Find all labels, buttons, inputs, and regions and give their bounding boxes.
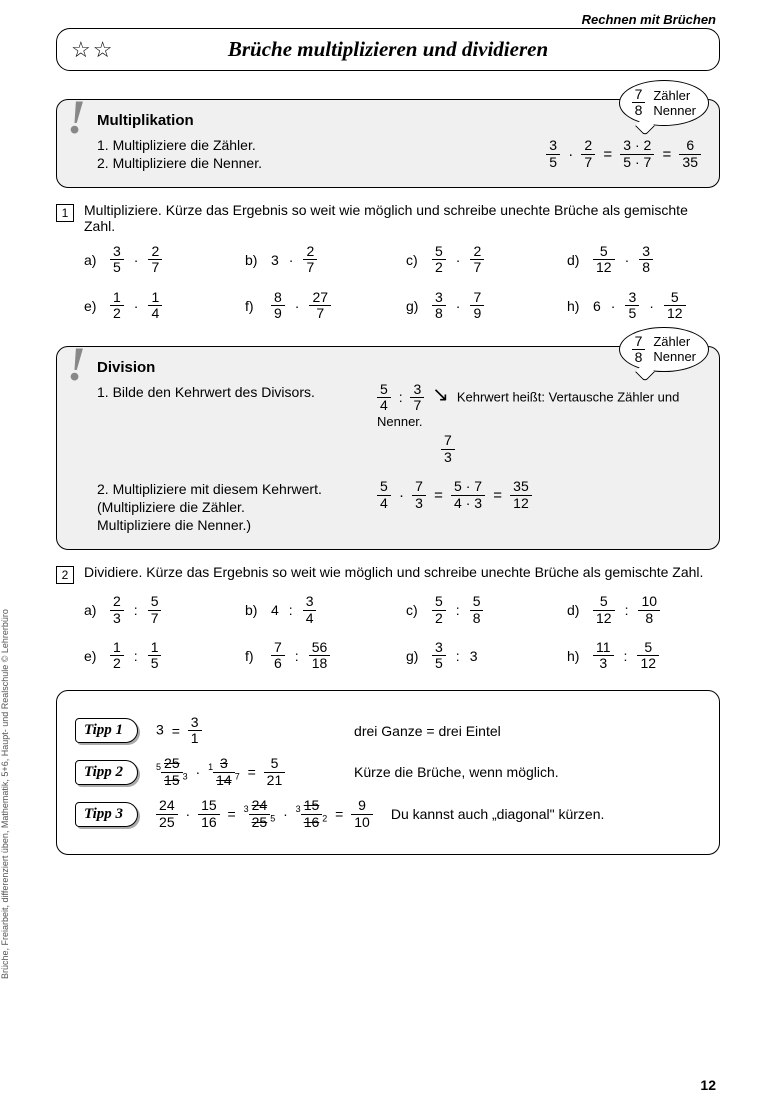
exercise-item: h)113:512	[567, 640, 720, 672]
exercise-item: d)512:108	[567, 594, 720, 626]
exercise-item: g)38·79	[406, 290, 559, 322]
task2-header: 2 Dividiere. Kürze das Ergebnis so weit …	[56, 564, 720, 584]
division-box: ! 78 ZählerNenner Division 1. Bilde den …	[56, 346, 720, 551]
div-step2: 2. Multipliziere mit diesem Kehrwert. (M…	[97, 479, 347, 535]
task-number: 1	[56, 204, 74, 222]
task-number: 2	[56, 566, 74, 584]
mult-steps: 1. Multipliziere die Zähler. 2. Multipli…	[97, 135, 516, 173]
exclamation-icon: !	[67, 341, 86, 389]
exercise-item: e)12·14	[84, 290, 237, 322]
exercise-item: b)3·27	[245, 244, 398, 276]
exercise-item: e)12:15	[84, 640, 237, 672]
box-heading: Division	[97, 359, 701, 376]
task1-grid: a)35·27b)3·27c)52·27d)512·38 e)12·14f)89·…	[84, 244, 720, 322]
exercise-item: f)89·277	[245, 290, 398, 322]
exercise-item: g)35:3	[406, 640, 559, 672]
exercise-item: f)76:5618	[245, 640, 398, 672]
exercise-item: c)52·27	[406, 244, 559, 276]
exercise-item: a)35·27	[84, 244, 237, 276]
tip3-row: Tipp 3 2425 · 1516 = 324255 · 315162 = 9…	[75, 798, 701, 830]
exclamation-icon: !	[67, 94, 86, 142]
header-tag: Rechnen mit Brüchen	[582, 12, 716, 27]
exercise-item: b)4:34	[245, 594, 398, 626]
div-step1: 1. Bilde den Kehrwert des Divisors.	[97, 384, 347, 400]
tip1-row: Tipp 1 3 = 31 drei Ganze = drei Eintel	[75, 715, 701, 747]
fraction-callout: 78 ZählerNenner	[619, 80, 709, 126]
exercise-item: a)23:57	[84, 594, 237, 626]
exercise-item: c)52:58	[406, 594, 559, 626]
title-box: ☆☆ Brüche multiplizieren und dividieren	[56, 28, 720, 71]
side-credit: Brüche, Freiarbeit, differenziert üben, …	[0, 609, 10, 979]
exercise-item: h)6·35·512	[567, 290, 720, 322]
div-formula1: 54 : 37 ↘ Kehrwert heißt: Vertausche Zäh…	[377, 382, 701, 466]
page-number: 12	[700, 1077, 716, 1093]
task1-header: 1 Multipliziere. Kürze das Ergebnis so w…	[56, 202, 720, 234]
box-heading: Multiplikation	[97, 112, 701, 129]
mult-formula: 35 · 27 = 3 · 25 · 7 = 635	[546, 138, 701, 170]
tip2-row: Tipp 2 525153 · 13147 = 521 Kürze die Br…	[75, 756, 701, 788]
fraction-callout: 78 ZählerNenner	[619, 327, 709, 373]
task2-grid: a)23:57b)4:34c)52:58d)512:108 e)12:15f)76…	[84, 594, 720, 672]
star-icons: ☆☆	[71, 37, 114, 63]
multiplication-box: ! 78 ZählerNenner Multiplikation 1. Mult…	[56, 99, 720, 188]
page-title: Brüche multiplizieren und dividieren	[228, 37, 548, 61]
exercise-item: d)512·38	[567, 244, 720, 276]
tips-box: Tipp 1 3 = 31 drei Ganze = drei Eintel T…	[56, 690, 720, 855]
div-formula2: 54 · 73 = 5 · 74 · 3 = 3512	[377, 479, 532, 511]
